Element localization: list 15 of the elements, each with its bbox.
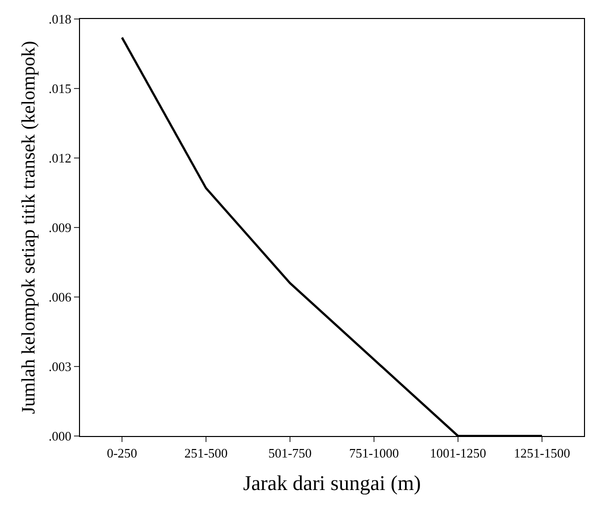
- x-tick-label: 501-750: [268, 446, 312, 461]
- x-tick-label: 251-500: [184, 446, 228, 461]
- y-tick-label: .003: [48, 359, 72, 374]
- x-tick-label: 751-1000: [349, 446, 399, 461]
- x-axis-title: Jarak dari sungai (m): [243, 470, 421, 495]
- y-tick-label: .000: [48, 428, 72, 444]
- y-tick-label: .015: [48, 81, 72, 96]
- y-tick-label: .006: [48, 290, 72, 305]
- y-axis-title: Jumlah kelompok setiap titik transek (kelompok): [18, 40, 40, 414]
- y-tick-label: .012: [48, 150, 72, 166]
- x-tick-label: 1001-1250: [430, 446, 486, 461]
- y-tick-label: .009: [48, 220, 72, 236]
- x-tick-label: 1251-1500: [514, 446, 570, 461]
- y-tick-label: .018: [48, 12, 72, 27]
- x-tick-label: 0-250: [106, 446, 138, 461]
